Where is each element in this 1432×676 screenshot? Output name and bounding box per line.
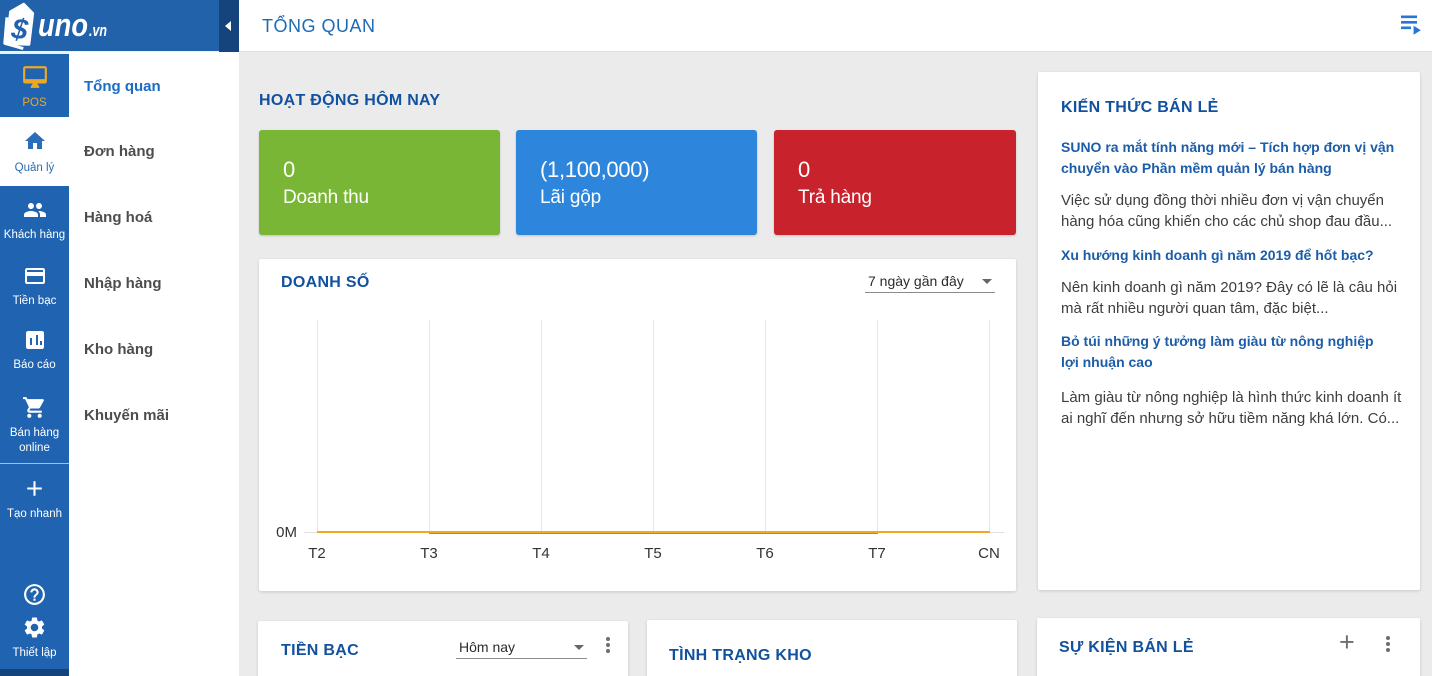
svg-text:$: $ bbox=[9, 13, 31, 47]
svg-text:.vn: .vn bbox=[89, 21, 107, 40]
svg-text:uno: uno bbox=[38, 7, 88, 43]
